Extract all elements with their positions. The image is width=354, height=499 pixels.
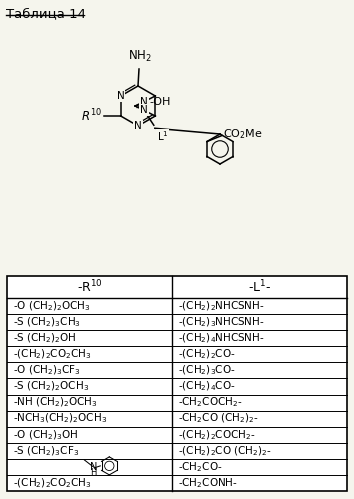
Text: N: N (140, 105, 148, 115)
Text: N: N (140, 97, 148, 107)
Text: -(CH$_2$)$_2$COCH$_2$-: -(CH$_2$)$_2$COCH$_2$- (178, 428, 256, 442)
Text: -L$^{1}$-: -L$^{1}$- (248, 279, 271, 295)
Text: -R$^{10}$: -R$^{10}$ (76, 279, 102, 295)
Text: N: N (117, 91, 125, 101)
Text: -S (CH$_2$)$_2$OCH$_3$: -S (CH$_2$)$_2$OCH$_3$ (13, 380, 89, 393)
Text: -S (CH$_2$)$_2$OH: -S (CH$_2$)$_2$OH (13, 331, 77, 345)
Text: -(CH$_2$)$_3$CO-: -(CH$_2$)$_3$CO- (178, 364, 235, 377)
Text: -NH (CH$_2$)$_2$OCH$_3$: -NH (CH$_2$)$_2$OCH$_3$ (13, 396, 98, 409)
Text: CO$_2$Me: CO$_2$Me (223, 128, 263, 141)
Text: -(CH$_2$)$_2$CO-: -(CH$_2$)$_2$CO- (178, 347, 235, 361)
Text: -CH$_2$CO-: -CH$_2$CO- (178, 460, 222, 474)
Text: -(CH$_2$)$_2$CO (CH$_2$)$_2$-: -(CH$_2$)$_2$CO (CH$_2$)$_2$- (178, 444, 272, 458)
Bar (7, 276, 347, 491)
Text: -(CH$_2$)$_2$CO$_2$CH$_3$: -(CH$_2$)$_2$CO$_2$CH$_3$ (13, 347, 92, 361)
Text: N: N (134, 121, 142, 131)
Text: -(CH$_2$)$_4$CO-: -(CH$_2$)$_4$CO- (178, 380, 235, 393)
Text: -CH$_2$COCH$_2$-: -CH$_2$COCH$_2$- (178, 396, 242, 410)
Text: -(CH$_2$)$_4$NHCSNH-: -(CH$_2$)$_4$NHCSNH- (178, 331, 264, 345)
Text: L$^1$: L$^1$ (157, 129, 169, 143)
Text: -(CH$_2$)$_2$NHCSNH-: -(CH$_2$)$_2$NHCSNH- (178, 299, 264, 313)
Text: -O (CH$_2$)$_3$OH: -O (CH$_2$)$_3$OH (13, 428, 78, 442)
Text: -NCH$_3$(CH$_2$)$_2$OCH$_3$: -NCH$_3$(CH$_2$)$_2$OCH$_3$ (13, 412, 107, 426)
Text: -OH: -OH (149, 97, 171, 107)
Text: -O (CH$_2$)$_2$OCH$_3$: -O (CH$_2$)$_2$OCH$_3$ (13, 299, 91, 313)
Text: $R^{10}$: $R^{10}$ (81, 108, 102, 124)
Text: H: H (90, 468, 97, 477)
Text: -(CH$_2$)$_2$CO$_2$CH$_3$: -(CH$_2$)$_2$CO$_2$CH$_3$ (13, 476, 92, 490)
Text: -(CH$_2$)$_3$NHCSNH-: -(CH$_2$)$_3$NHCSNH- (178, 315, 264, 329)
Text: Таблица 14: Таблица 14 (6, 7, 86, 20)
Text: NH$_2$: NH$_2$ (128, 49, 152, 64)
Text: N: N (90, 462, 97, 472)
Text: -S (CH$_2$)$_3$CF$_3$: -S (CH$_2$)$_3$CF$_3$ (13, 444, 79, 458)
Text: -CH$_2$CO (CH$_2$)$_2$-: -CH$_2$CO (CH$_2$)$_2$- (178, 412, 259, 426)
Text: -S (CH$_2$)$_3$CH$_3$: -S (CH$_2$)$_3$CH$_3$ (13, 315, 81, 329)
Text: -O (CH$_2$)$_3$CF$_3$: -O (CH$_2$)$_3$CF$_3$ (13, 364, 81, 377)
Text: -CH$_2$CONH-: -CH$_2$CONH- (178, 476, 238, 490)
